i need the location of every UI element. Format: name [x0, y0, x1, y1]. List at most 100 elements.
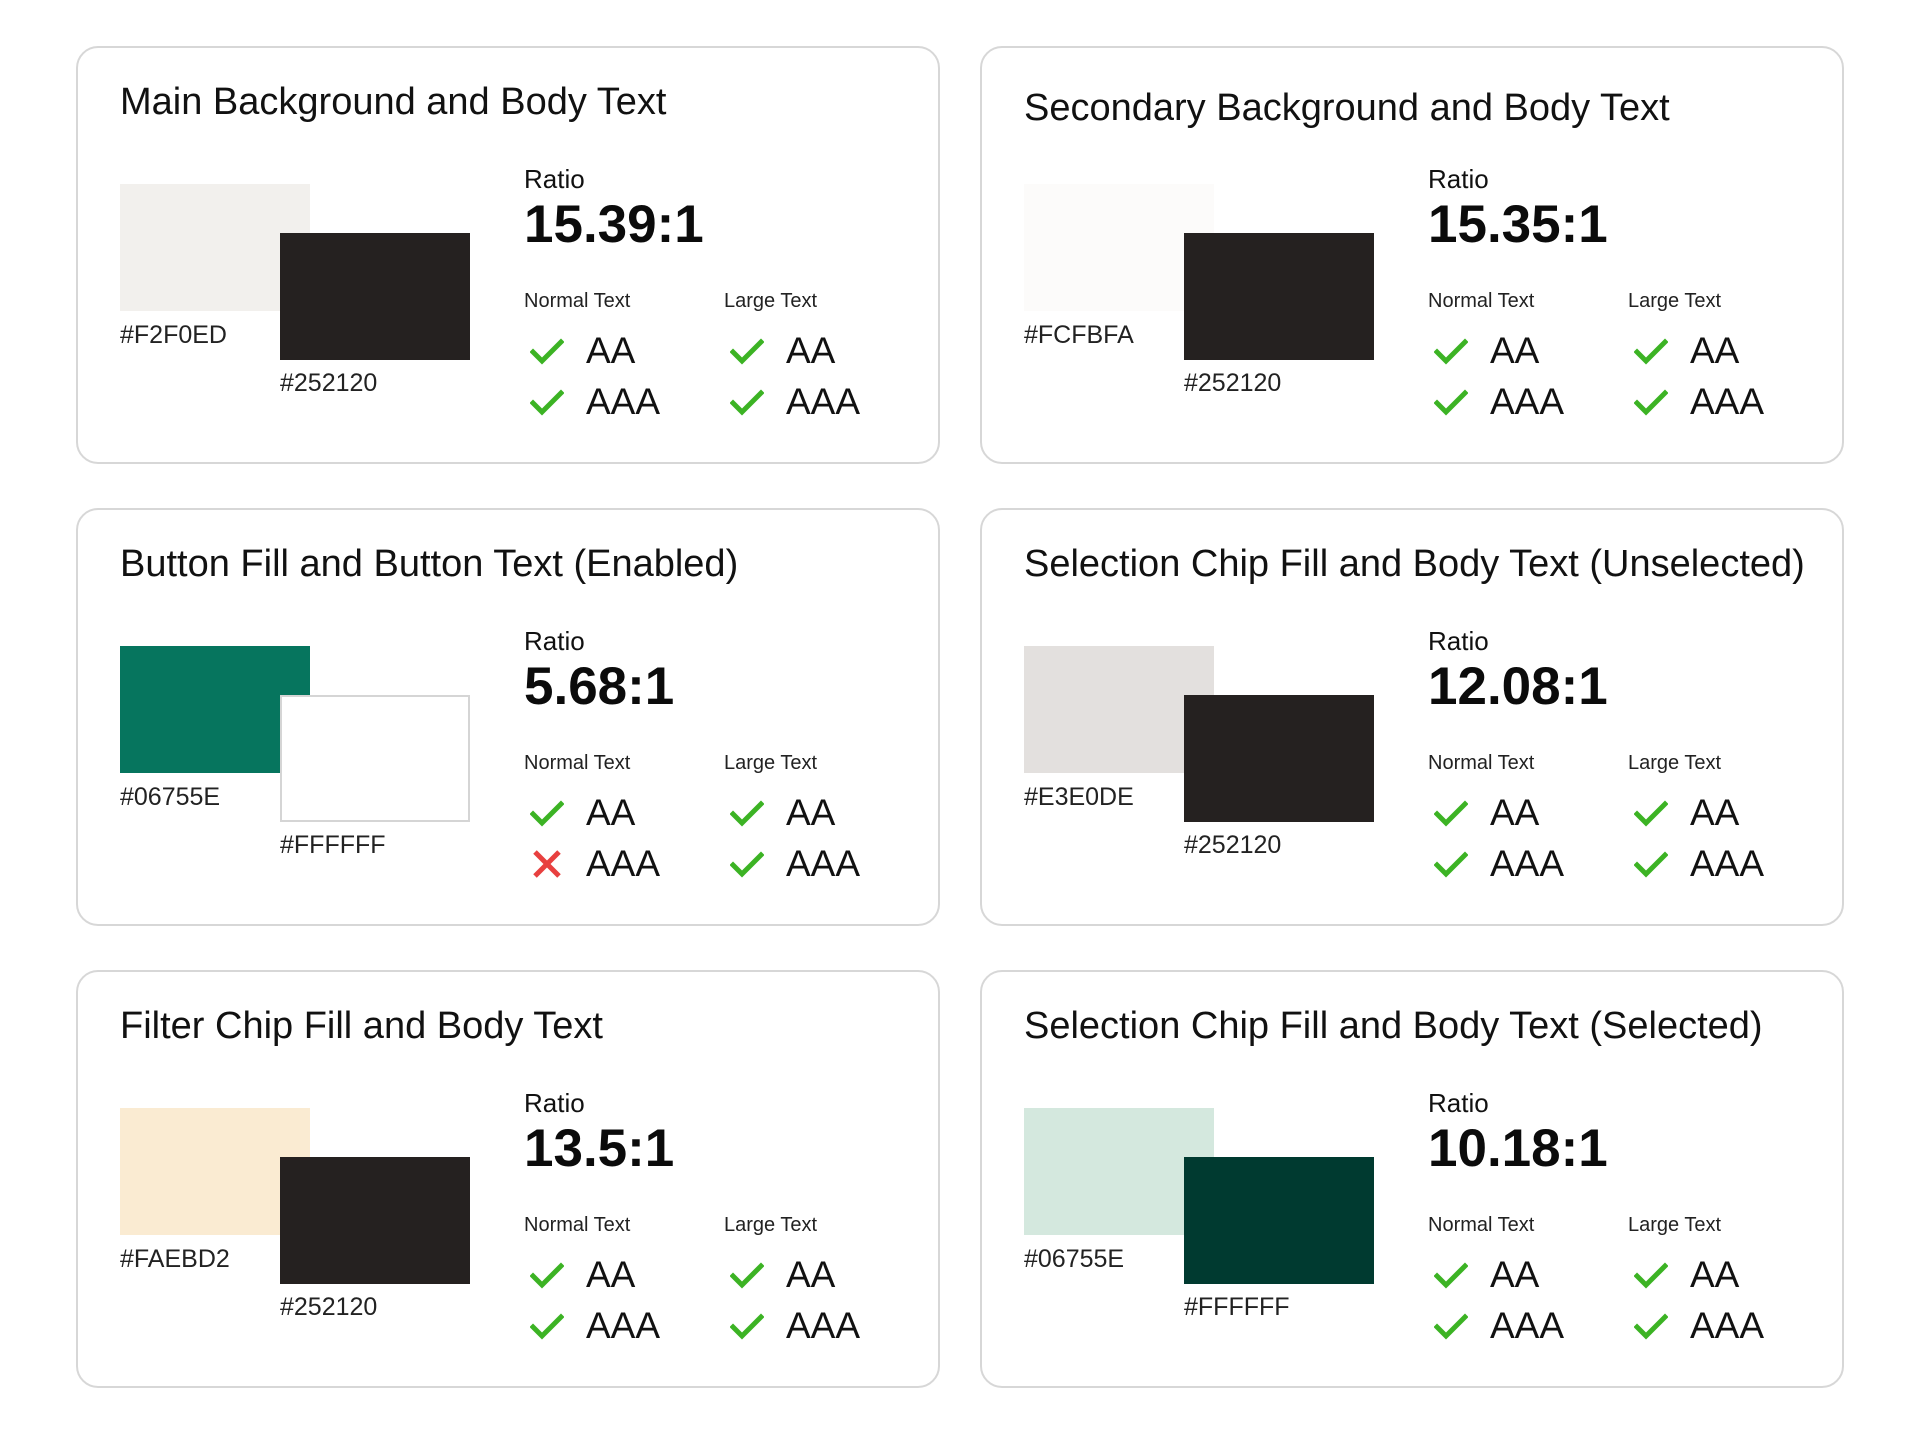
level-label: AAA: [586, 381, 661, 422]
check-icon: [729, 847, 765, 881]
result-normal-aaa: AAA: [1433, 1305, 1565, 1347]
contrast-card: Secondary Background and Body Text #FCFB…: [980, 46, 1844, 464]
result-normal-aaa: AAA: [530, 843, 660, 885]
background-swatch: [1024, 184, 1214, 311]
check-icon: [1633, 1309, 1669, 1343]
foreground-hex: #252120: [280, 369, 378, 397]
result-large-aa: AA: [729, 792, 835, 834]
check-icon: [729, 1309, 765, 1343]
result-normal-aaa: AAA: [529, 381, 661, 423]
level-label: AA: [1490, 1254, 1540, 1295]
level-label: AAA: [786, 1305, 861, 1346]
result-normal-aa: AA: [529, 1254, 636, 1296]
result-large-aaa: AAA: [1633, 1305, 1765, 1347]
large-text-heading: Large Text: [724, 752, 818, 774]
level-label: AAA: [1690, 843, 1765, 884]
foreground-hex: #252120: [1184, 369, 1282, 397]
foreground-hex: #FFFFFF: [1184, 1293, 1290, 1321]
contrast-card: Filter Chip Fill and Body Text #FAEBD2 #…: [76, 970, 940, 1388]
card-title: Secondary Background and Body Text: [1024, 87, 1670, 129]
result-large-aa: AA: [1633, 792, 1740, 834]
contrast-card: Selection Chip Fill and Body Text (Selec…: [980, 970, 1844, 1388]
background-hex: #06755E: [1024, 1245, 1125, 1273]
result-normal-aaa: AAA: [1433, 843, 1565, 885]
result-normal-aa: AA: [529, 792, 635, 834]
ratio-value: 12.08:1: [1428, 657, 1608, 716]
foreground-swatch: [280, 695, 470, 822]
level-label: AAA: [786, 843, 861, 884]
result-large-aaa: AAA: [729, 381, 861, 423]
level-label: AA: [1690, 792, 1740, 833]
background-hex: #FCFBFA: [1024, 321, 1134, 349]
check-icon: [529, 334, 565, 368]
check-icon: [1633, 796, 1669, 830]
contrast-card: Main Background and Body Text #F2F0ED #2…: [76, 46, 940, 464]
normal-text-heading: Normal Text: [1428, 752, 1535, 774]
foreground-hex: #FFFFFF: [280, 831, 386, 859]
check-icon: [529, 1258, 565, 1292]
result-normal-aa: AA: [1433, 792, 1540, 834]
card-title: Main Background and Body Text: [120, 81, 667, 123]
large-text-heading: Large Text: [724, 1214, 818, 1236]
ratio-value: 15.35:1: [1428, 195, 1608, 254]
normal-text-heading: Normal Text: [524, 752, 631, 774]
level-label: AAA: [786, 381, 861, 422]
foreground-hex: #252120: [280, 1293, 378, 1321]
large-text-heading: Large Text: [1628, 752, 1722, 774]
card-title: Filter Chip Fill and Body Text: [120, 1005, 603, 1047]
ratio-label: Ratio: [524, 626, 585, 656]
background-hex: #E3E0DE: [1024, 783, 1134, 811]
check-icon: [1633, 847, 1669, 881]
check-icon: [1633, 1258, 1669, 1292]
level-label: AAA: [1690, 381, 1765, 422]
background-hex: #06755E: [120, 783, 221, 811]
ratio-value: 15.39:1: [524, 195, 704, 254]
level-label: AAA: [586, 843, 661, 884]
card-title: Selection Chip Fill and Body Text (Unsel…: [1024, 543, 1805, 585]
result-large-aaa: AAA: [729, 843, 861, 885]
level-label: AA: [1690, 330, 1740, 371]
card-title: Button Fill and Button Text (Enabled): [120, 543, 739, 585]
level-label: AAA: [1490, 1305, 1565, 1346]
large-text-heading: Large Text: [1628, 290, 1722, 312]
foreground-hex: #252120: [1184, 831, 1282, 859]
background-swatch: [120, 1108, 310, 1235]
check-icon: [529, 1309, 565, 1343]
foreground-swatch: [280, 1157, 470, 1284]
result-large-aaa: AAA: [729, 1305, 861, 1347]
normal-text-heading: Normal Text: [524, 1214, 631, 1236]
result-normal-aa: AA: [1433, 330, 1539, 372]
result-normal-aa: AA: [529, 330, 636, 372]
ratio-label: Ratio: [1428, 626, 1489, 656]
ratio-value: 10.18:1: [1428, 1119, 1608, 1178]
background-swatch: [120, 646, 310, 773]
background-hex: #F2F0ED: [120, 321, 227, 349]
result-normal-aaa: AAA: [1433, 381, 1564, 423]
check-icon: [1433, 334, 1469, 368]
large-text-heading: Large Text: [1628, 1214, 1722, 1236]
level-label: AA: [586, 1254, 636, 1295]
level-label: AA: [586, 330, 636, 371]
result-large-aa: AA: [729, 330, 835, 372]
level-label: AAA: [1690, 1305, 1765, 1346]
result-large-aaa: AAA: [1633, 843, 1765, 885]
normal-text-heading: Normal Text: [524, 290, 631, 312]
background-swatch: [1024, 1108, 1214, 1235]
check-icon: [1433, 1309, 1469, 1343]
level-label: AA: [1490, 792, 1540, 833]
normal-text-heading: Normal Text: [1428, 1214, 1535, 1236]
result-large-aaa: AAA: [1633, 381, 1765, 423]
level-label: AA: [786, 1254, 836, 1295]
ratio-value: 5.68:1: [524, 657, 675, 716]
check-icon: [1433, 847, 1469, 881]
check-icon: [529, 385, 565, 419]
level-label: AAA: [1490, 843, 1565, 884]
check-icon: [1633, 385, 1669, 419]
foreground-swatch: [1184, 1157, 1374, 1284]
check-icon: [729, 796, 765, 830]
background-swatch: [1024, 646, 1214, 773]
contrast-card: Selection Chip Fill and Body Text (Unsel…: [980, 508, 1844, 926]
result-normal-aa: AA: [1433, 1254, 1540, 1296]
check-icon: [729, 334, 765, 368]
foreground-swatch: [280, 233, 470, 360]
